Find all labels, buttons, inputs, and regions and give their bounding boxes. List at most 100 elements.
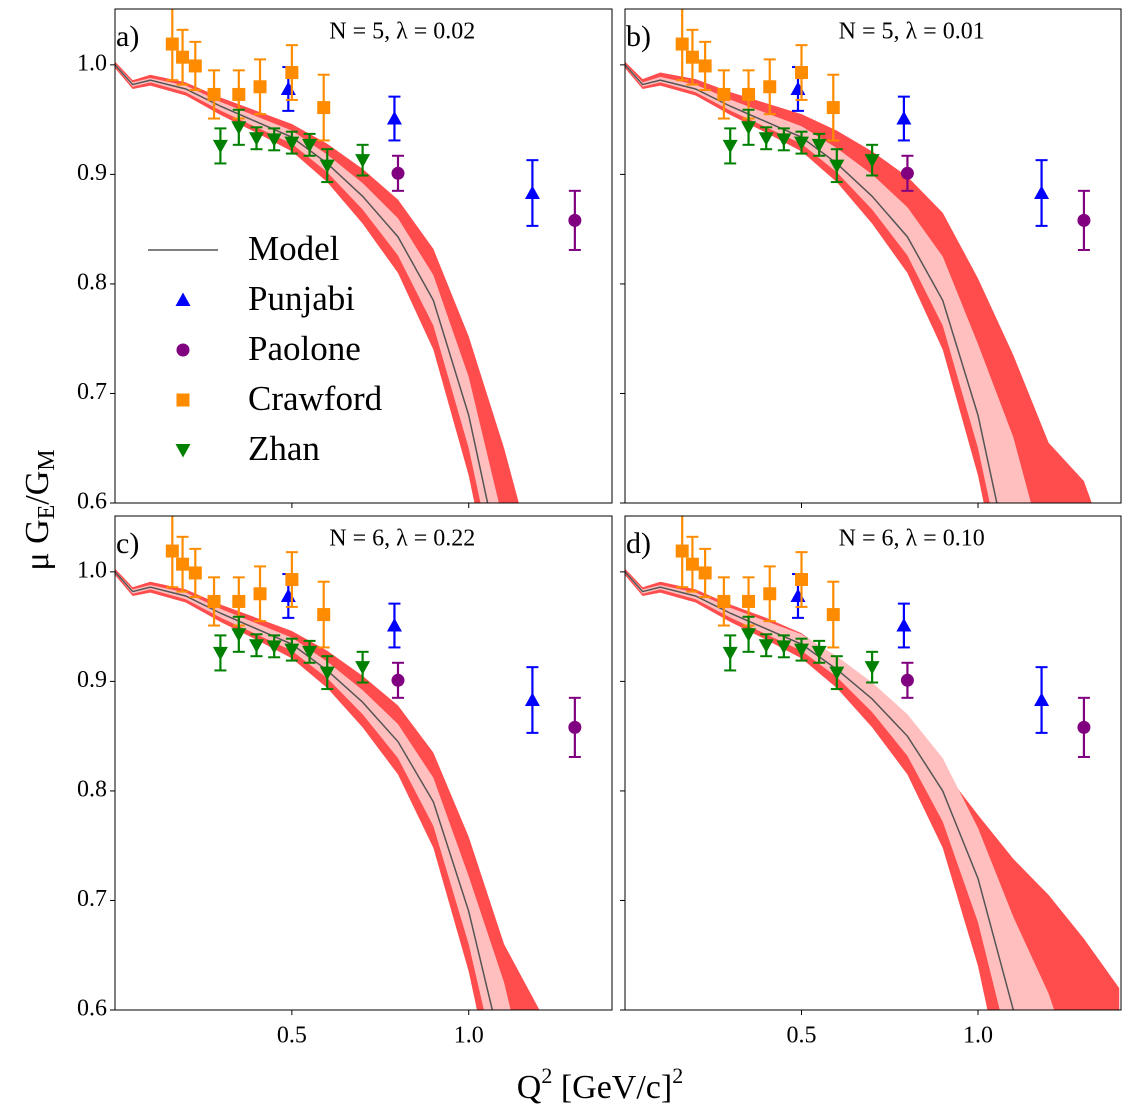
data-point xyxy=(717,594,731,608)
data-point xyxy=(900,673,914,687)
data-point xyxy=(165,544,179,558)
data-point xyxy=(794,136,810,151)
y-tick-label: 0.9 xyxy=(77,667,107,693)
model-line xyxy=(625,571,1015,1010)
data-point xyxy=(285,66,299,80)
data-point xyxy=(864,154,880,168)
data-point xyxy=(317,608,331,622)
data-point xyxy=(280,588,296,602)
y-tick-label: 0.9 xyxy=(77,160,107,186)
model-line xyxy=(625,64,998,503)
data-point xyxy=(758,132,774,146)
data-point xyxy=(231,628,247,642)
legend-label: Zhan xyxy=(248,429,320,468)
y-tick-label: 0.6 xyxy=(77,996,107,1022)
data-point xyxy=(266,640,282,654)
data-point xyxy=(176,50,190,64)
data-point xyxy=(675,37,689,51)
data-point xyxy=(896,618,912,632)
data-point xyxy=(698,59,712,73)
legend-label: Punjabi xyxy=(248,279,355,318)
legend-label: Crawford xyxy=(248,379,383,418)
data-point xyxy=(248,639,264,653)
data-point xyxy=(741,628,757,642)
data-point xyxy=(685,557,699,571)
data-point xyxy=(188,59,202,73)
y-label-part: μ G xyxy=(19,519,56,570)
model-line xyxy=(115,64,489,503)
data-point xyxy=(763,587,777,601)
panel-title: N = 6, λ = 0.10 xyxy=(839,526,985,552)
plot-area xyxy=(625,516,1120,1010)
data-point xyxy=(386,618,402,632)
data-point xyxy=(896,111,912,125)
data-point xyxy=(717,87,731,101)
data-point xyxy=(319,159,335,174)
data-point xyxy=(776,133,792,147)
plot-area xyxy=(625,9,1092,503)
y-axis-label: μ GE/GM xyxy=(19,449,60,570)
legend-marker xyxy=(176,393,190,407)
panel-title: N = 5, λ = 0.02 xyxy=(329,19,475,45)
panel-frame xyxy=(624,515,1122,1011)
data-point xyxy=(207,594,221,608)
y-tick-label: 0.8 xyxy=(77,776,107,802)
data-point xyxy=(212,139,228,154)
data-point xyxy=(826,608,840,622)
data-point xyxy=(742,87,756,101)
data-point xyxy=(253,587,267,601)
x-axis-label: Q2 [GeV/c]2 xyxy=(517,1063,683,1106)
x-tick-label: 0.5 xyxy=(277,1023,307,1049)
data-point xyxy=(790,588,806,602)
legend-marker xyxy=(175,444,191,458)
data-point xyxy=(698,566,712,580)
y-label-part: /G xyxy=(19,471,56,505)
data-point xyxy=(675,544,689,558)
data-point xyxy=(790,81,806,95)
data-point xyxy=(1034,692,1050,707)
data-point xyxy=(386,111,402,125)
data-point xyxy=(248,132,264,146)
x-label-sup: 2 xyxy=(672,1063,683,1088)
x-label-sup: 2 xyxy=(541,1063,552,1088)
data-point xyxy=(232,87,246,101)
data-point xyxy=(742,594,756,608)
panel-label: c) xyxy=(116,527,139,560)
x-label-part: [GeV/c] xyxy=(552,1069,672,1106)
data-point xyxy=(741,121,757,135)
data-point xyxy=(232,594,246,608)
data-point xyxy=(391,166,405,180)
data-point xyxy=(685,50,699,64)
uncertainty-band xyxy=(625,63,1031,503)
data-point xyxy=(355,154,371,168)
data-point xyxy=(317,101,331,115)
data-point xyxy=(253,80,267,94)
panel-label: a) xyxy=(116,20,139,53)
data-point xyxy=(1077,720,1091,734)
data-point xyxy=(1077,213,1091,227)
plot-area xyxy=(115,9,582,503)
panel-frame xyxy=(624,8,1122,504)
data-point xyxy=(231,121,247,135)
y-label-sub: E xyxy=(34,505,60,520)
uncertainty-band xyxy=(115,570,511,1010)
model-line xyxy=(115,571,494,1010)
legend-label: Model xyxy=(248,229,340,268)
data-point xyxy=(758,639,774,653)
data-point xyxy=(829,159,845,174)
data-point xyxy=(900,166,914,180)
uncertainty-band xyxy=(625,570,1055,1010)
data-point xyxy=(302,138,318,153)
uncertainty-band xyxy=(115,63,499,503)
data-point xyxy=(319,666,335,681)
data-point xyxy=(811,645,827,660)
x-tick-label: 0.5 xyxy=(787,1023,817,1049)
data-point xyxy=(266,133,282,147)
y-tick-label: 1.0 xyxy=(77,557,107,583)
y-tick-label: 0.7 xyxy=(77,886,107,912)
data-point xyxy=(280,81,296,95)
data-point xyxy=(722,646,738,661)
legend-label: Paolone xyxy=(248,329,361,368)
data-point xyxy=(864,661,880,675)
